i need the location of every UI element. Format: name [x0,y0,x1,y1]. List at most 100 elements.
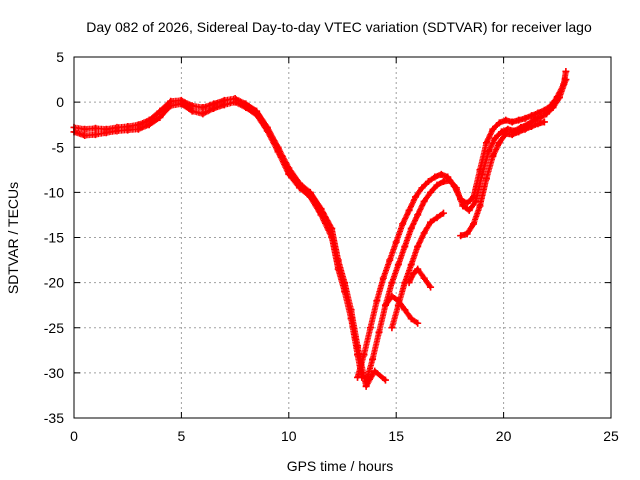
data-point [414,243,422,251]
data-point [407,315,415,323]
y-tick-label: 5 [56,49,64,65]
data-point [242,100,250,108]
data-point [341,279,349,287]
data-point [334,256,342,264]
data-point [495,139,503,147]
data-point [431,173,439,181]
data-point [91,131,99,139]
data-point [562,76,570,84]
x-tick-label: 15 [388,428,404,444]
data-point [497,128,505,136]
data-point [220,96,228,104]
data-point [562,67,570,75]
data-point [102,125,110,133]
data-point [540,118,548,126]
data-point [528,122,536,130]
data-point [414,319,422,327]
data-point [134,121,142,129]
data-point [401,243,409,251]
data-point [549,104,557,112]
data-point [188,102,196,110]
data-point [306,188,314,196]
chart-title: Day 082 of 2026, Sidereal Day-to-day VTE… [86,19,592,35]
data-point [369,355,377,363]
data-point [482,175,490,183]
data-point [354,342,362,350]
data-point [371,367,379,375]
series-late-tail-b [381,292,422,327]
data-point [375,328,383,336]
data-point [485,148,493,156]
x-tick-label: 10 [281,428,297,444]
data-point [405,279,413,287]
data-point [495,119,503,127]
data-point [476,202,484,210]
data-point [394,261,402,269]
data-point [463,230,471,238]
data-point [433,181,441,189]
y-tick-label: -15 [44,230,64,246]
data-point [508,131,516,139]
data-point [482,139,490,147]
data-point [113,123,121,131]
data-point [231,95,239,103]
data-point [386,256,394,264]
data-point [199,110,207,118]
data-point [427,218,435,226]
data-point [543,110,551,118]
data-point [536,113,544,121]
data-point [470,220,478,228]
data-point [263,123,271,131]
data-point [81,125,89,133]
data-point [521,114,529,122]
data-point [427,283,435,291]
y-tick-label: 0 [56,94,64,110]
data-point [491,134,499,142]
data-point [401,306,409,314]
data-point [360,351,368,359]
data-point [463,199,471,207]
data-point [156,113,164,121]
data-point [424,178,432,186]
data-point [388,324,396,332]
data-point [528,112,536,120]
x-axis-label: GPS time / hours [287,458,394,474]
series-late-tail-c [405,265,435,291]
data-point [409,270,417,278]
data-point [392,238,400,246]
data-point [502,130,510,138]
x-tick-label: 25 [603,428,619,444]
data-point [296,179,304,187]
data-point [91,124,99,132]
y-axis-label: SDTVAR / TECUs [5,182,21,294]
data-point [388,279,396,287]
data-point [156,107,164,115]
data-point [407,224,415,232]
x-tick-label: 0 [70,428,78,444]
data-point [274,143,282,151]
data-point [199,104,207,112]
data-point [388,292,396,300]
series-track-b [70,95,389,390]
data-point [439,178,447,186]
data-point [399,220,407,228]
data-point [381,301,389,309]
data-point [478,170,486,178]
data-point [210,100,218,108]
y-tick-label: -5 [52,139,65,155]
data-point [412,193,420,201]
data-point [362,378,370,386]
data-point [328,224,336,232]
data-point [81,132,89,140]
x-tick-label: 20 [496,428,512,444]
y-tick-label: -20 [44,275,64,291]
data-point [489,125,497,133]
data-point [420,197,428,205]
data-point [508,118,516,126]
data-point [381,376,389,384]
data-point [534,120,542,128]
data-point [405,206,413,214]
series-late-tail-d [457,118,548,240]
